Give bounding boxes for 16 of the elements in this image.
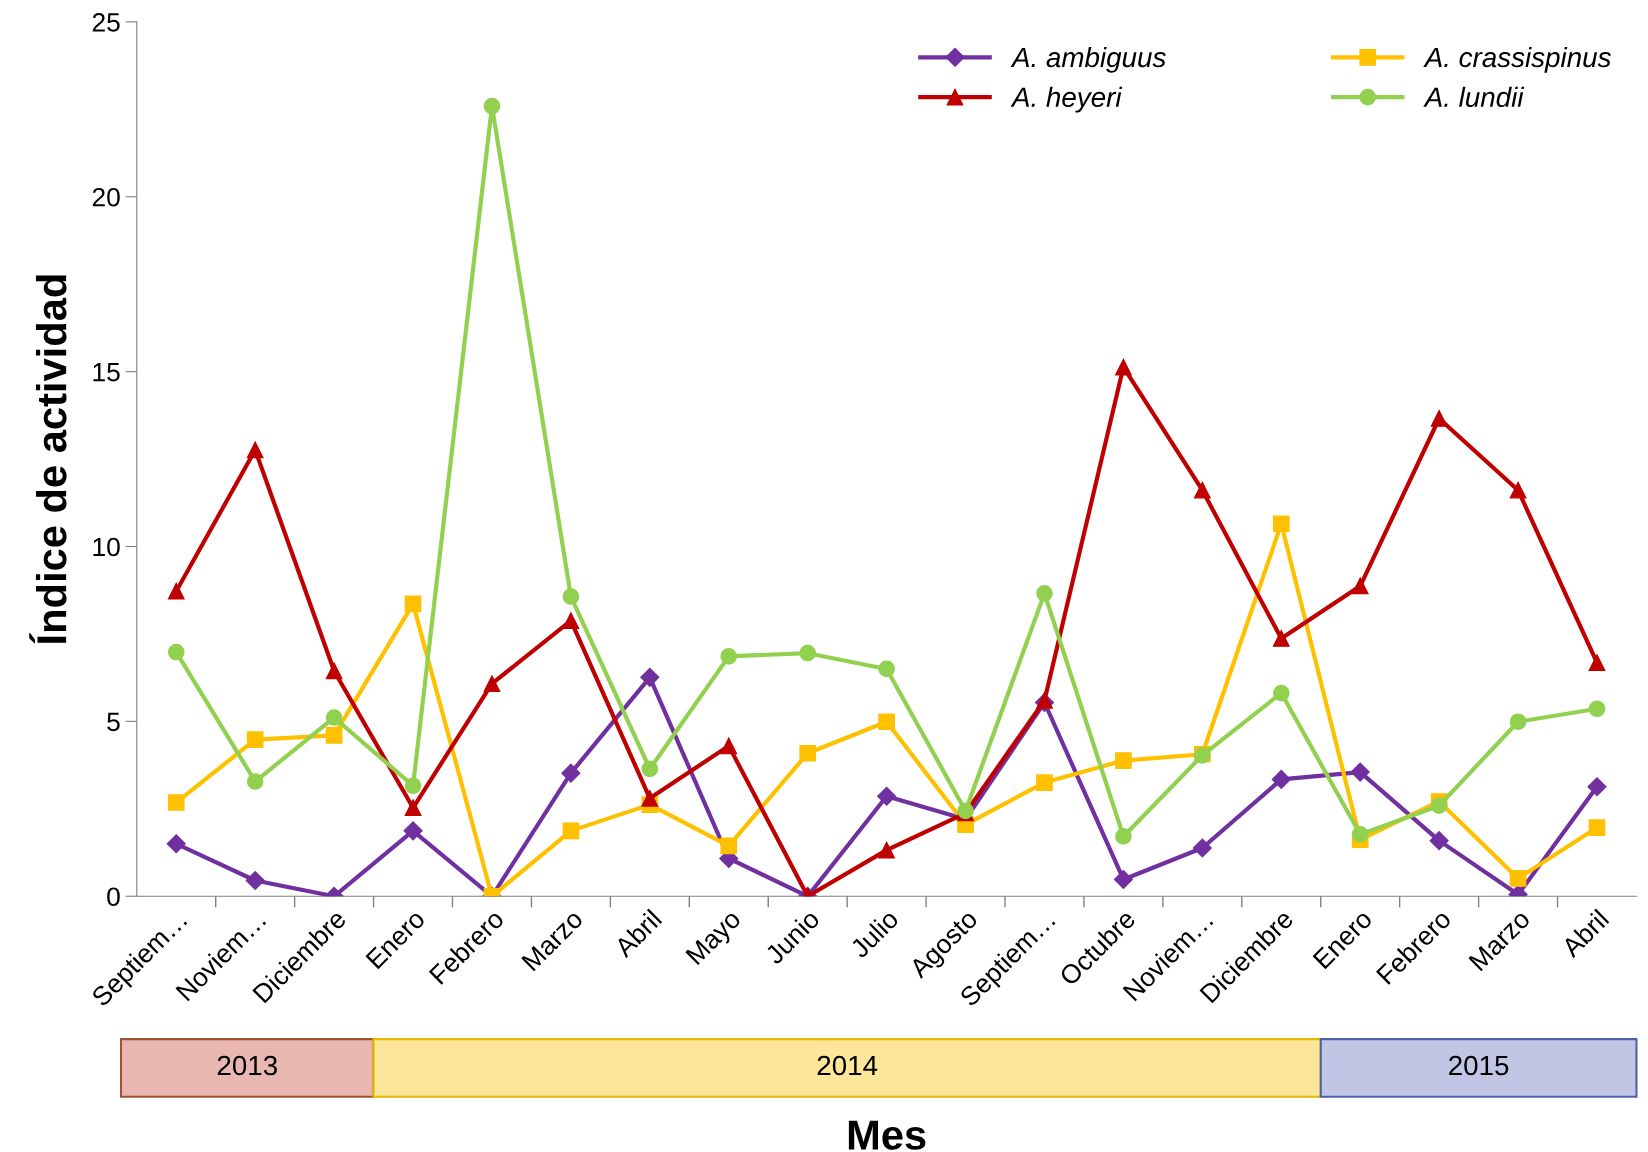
text: 2013 — [217, 1055, 277, 1076]
y-tick-label: 20 — [92, 187, 120, 207]
y-axis-title: Índice de actividad — [29, 275, 67, 644]
y-tick-label: 25 — [92, 13, 120, 32]
legend-label: A. lundii — [1423, 86, 1525, 108]
x-tick-label: Julio — [848, 908, 900, 960]
legend-label: A. ambiguus — [1010, 46, 1166, 73]
text: 2014 — [817, 1055, 878, 1076]
y-tick-label: 10 — [93, 537, 120, 557]
y-tick-label: 15 — [93, 363, 120, 382]
legend-label: A. heyeri — [1010, 86, 1123, 113]
y-tick-label: 5 — [107, 712, 120, 732]
y-tick-label: 0 — [107, 887, 120, 907]
x-axis-title: Mes — [848, 1120, 926, 1150]
text: 2015 — [1449, 1055, 1509, 1076]
legend-label: A. crassispinus — [1423, 46, 1611, 73]
